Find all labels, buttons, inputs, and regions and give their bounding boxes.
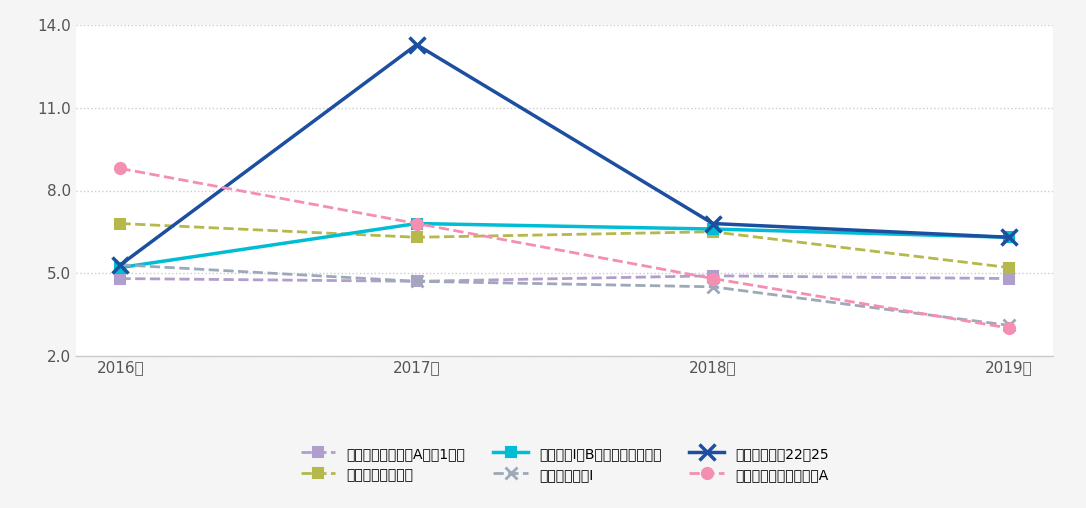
広島県　行政一般事務A <box>411 220 424 227</box>
Line: 愛知県　行政Ⅰ: 愛知県 行政Ⅰ <box>114 259 1015 332</box>
大阪府　行政22－25 <box>706 220 719 227</box>
東京都　Ⅰ類B（行政一般方式） <box>1002 234 1015 240</box>
東京都　Ⅰ類B（行政一般方式） <box>706 226 719 232</box>
広島県　行政一般事務A <box>706 275 719 281</box>
Line: 広島県　行政一般事務A: 広島県 行政一般事務A <box>115 163 1014 334</box>
北海道　一般行政A（第1回） <box>411 278 424 284</box>
愛知県　行政Ⅰ <box>114 262 127 268</box>
東京都　Ⅰ類B（行政一般方式） <box>411 220 424 227</box>
大阪府　行政22－25 <box>1002 234 1015 240</box>
Legend: 北海道　一般行政A（第1回）, 埼玉県　一般行政, 東京都　Ⅰ類B（行政一般方式）, 愛知県　行政Ⅰ, 大阪府　行政22－25, 広島県　行政一般事務A: 北海道 一般行政A（第1回）, 埼玉県 一般行政, 東京都 Ⅰ類B（行政一般方式… <box>295 441 834 487</box>
愛知県　行政Ⅰ <box>706 284 719 290</box>
埼玉県　一般行政 <box>1002 265 1015 271</box>
東京都　Ⅰ類B（行政一般方式） <box>114 265 127 271</box>
広島県　行政一般事務A <box>114 166 127 172</box>
Line: 大阪府　行政22－25: 大阪府 行政22－25 <box>113 37 1016 272</box>
埼玉県　一般行政 <box>706 229 719 235</box>
Line: 東京都　Ⅰ類B（行政一般方式）: 東京都 Ⅰ類B（行政一般方式） <box>115 218 1014 272</box>
大阪府　行政22－25 <box>411 42 424 48</box>
埼玉県　一般行政 <box>411 234 424 240</box>
大阪府　行政22－25 <box>114 262 127 268</box>
北海道　一般行政A（第1回） <box>114 275 127 281</box>
愛知県　行政Ⅰ <box>1002 322 1015 328</box>
愛知県　行政Ⅰ <box>411 278 424 284</box>
埼玉県　一般行政 <box>114 220 127 227</box>
北海道　一般行政A（第1回） <box>706 273 719 279</box>
北海道　一般行政A（第1回） <box>1002 275 1015 281</box>
Line: 埼玉県　一般行政: 埼玉県 一般行政 <box>115 218 1014 272</box>
広島県　行政一般事務A <box>1002 325 1015 331</box>
Line: 北海道　一般行政A（第1回）: 北海道 一般行政A（第1回） <box>115 271 1014 286</box>
